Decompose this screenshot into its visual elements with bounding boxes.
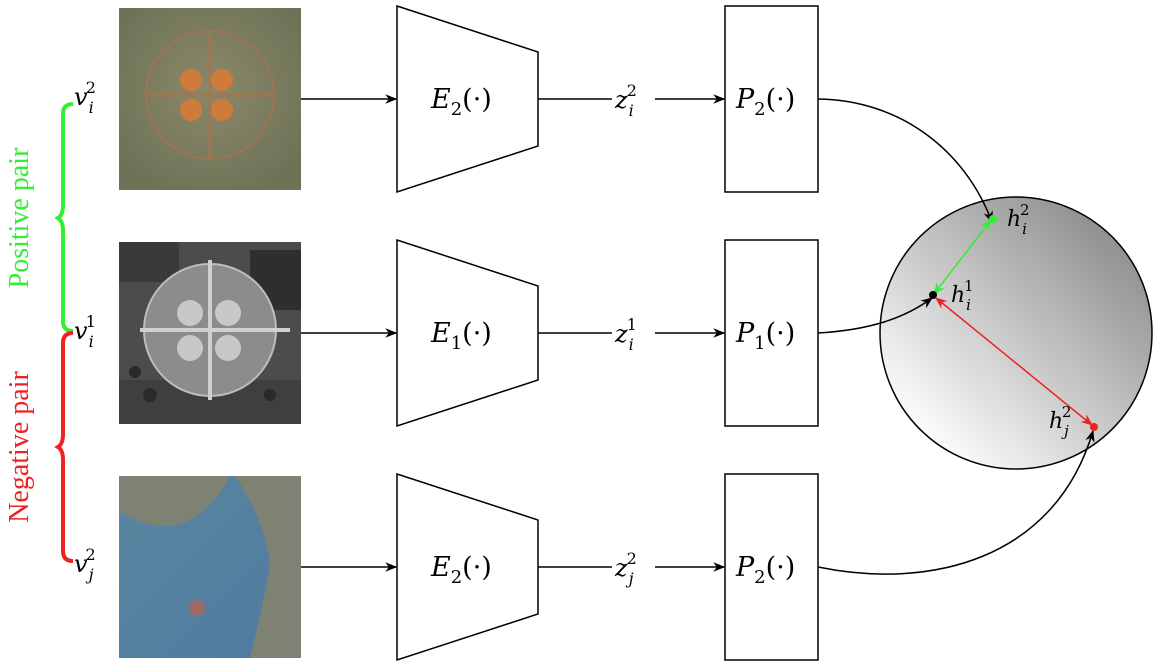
arrow-projector-middle-to-hi1: [817, 297, 933, 334]
input-label-middle: vi1: [74, 312, 96, 351]
latent-label-middle: zi1: [614, 315, 637, 354]
svg-text:E2(·): E2(·): [430, 552, 492, 588]
arrow-projector-bottom-to-hj2: [817, 429, 1095, 575]
svg-text:E2(·): E2(·): [430, 84, 492, 120]
negative-pair-label: Negative pair: [4, 371, 35, 523]
svg-text:P1(·): P1(·): [735, 318, 795, 354]
image-bottom-v2j: [119, 476, 301, 658]
projector-top: P2(·): [724, 5, 819, 193]
projector-middle: P1(·): [724, 239, 819, 427]
embedding-sphere: [879, 196, 1153, 470]
point-hi2: [989, 215, 997, 223]
projector-bottom: P2(·): [724, 473, 819, 661]
svg-text:P2(·): P2(·): [735, 84, 795, 120]
point-hi1: [929, 291, 937, 299]
point-hj2: [1090, 423, 1098, 431]
positive-pair-brace: [54, 102, 74, 333]
latent-label-bottom: zj2: [614, 549, 637, 588]
image-middle-v1i: [119, 242, 301, 424]
embedding-label-hi1: hi1: [951, 277, 974, 314]
image-top-v2i: [119, 8, 301, 190]
encoder-top: E2(·): [396, 4, 539, 194]
encoder-middle: E1(·): [396, 238, 539, 428]
embedding-label-hj2: hj2: [1049, 403, 1071, 440]
embedding-label-hi2: hi2: [1007, 201, 1030, 238]
input-label-top: vi2: [74, 78, 96, 117]
positive-pair-arrow: [933, 219, 992, 295]
input-label-bottom: vj2: [74, 545, 96, 584]
negative-pair-arrow: [935, 297, 1093, 426]
arrow-projector-top-to-hi2: [817, 98, 993, 224]
svg-text:E1(·): E1(·): [430, 318, 492, 354]
negative-pair-brace: [54, 331, 74, 563]
svg-text:P2(·): P2(·): [735, 552, 795, 588]
latent-label-top: zi2: [614, 81, 637, 120]
encoder-bottom: E2(·): [396, 472, 539, 662]
positive-pair-label: Positive pair: [4, 147, 35, 288]
